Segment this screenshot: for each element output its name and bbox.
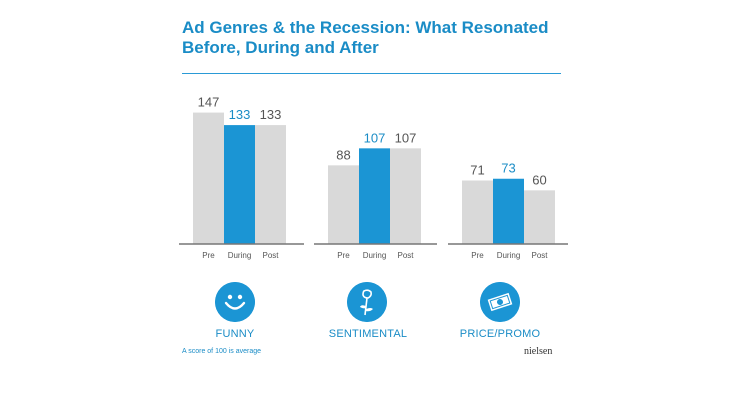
- bar-funny-during: [224, 125, 255, 244]
- value-label-funny-during: 133: [229, 107, 251, 122]
- value-label-price-promo-during: 73: [501, 161, 515, 176]
- bar-price-promo-during: [493, 178, 524, 244]
- category-label-price-promo-pre: Pre: [471, 251, 484, 260]
- genre-label-sentimental: SENTIMENTAL: [328, 328, 408, 340]
- bar-funny-post: [255, 125, 286, 244]
- bar-sentimental-during: [359, 148, 390, 244]
- bar-sentimental-pre: [328, 165, 359, 244]
- bar-price-promo-post: [524, 190, 555, 244]
- chart-title: Ad Genres & the Recession: What Resonate…: [182, 18, 549, 57]
- category-label-sentimental-post: Post: [397, 251, 414, 260]
- rose-icon: [347, 282, 387, 322]
- value-label-price-promo-post: 60: [532, 172, 546, 187]
- category-label-funny-during: During: [228, 251, 252, 260]
- category-label-funny-pre: Pre: [202, 251, 215, 260]
- value-label-funny-post: 133: [260, 107, 282, 122]
- category-label-sentimental-pre: Pre: [337, 251, 350, 260]
- category-label-price-promo-post: Post: [531, 251, 548, 260]
- category-label-sentimental-during: During: [363, 251, 387, 260]
- footnote: A score of 100 is average: [182, 348, 261, 355]
- bar-price-promo-pre: [462, 180, 493, 244]
- brand-logo: nielsen: [524, 346, 553, 357]
- smiley-face-icon: [215, 282, 255, 322]
- value-label-sentimental-during: 107: [364, 130, 386, 145]
- category-label-funny-post: Post: [262, 251, 279, 260]
- bar-funny-pre: [193, 112, 224, 244]
- category-label-price-promo-during: During: [497, 251, 521, 260]
- value-label-funny-pre: 147: [198, 95, 220, 110]
- value-label-sentimental-pre: 88: [336, 147, 350, 162]
- money-bill-icon: [480, 282, 520, 322]
- value-label-price-promo-pre: 71: [470, 163, 484, 178]
- genre-label-price-promo: PRICE/PROMO: [459, 328, 541, 340]
- bar-chart: 147 Pre 133 During 133 Post 88 Pre 107 During 107 P…: [179, 95, 568, 260]
- title-divider: [182, 73, 561, 74]
- value-label-sentimental-post: 107: [395, 130, 417, 145]
- genre-label-funny: FUNNY: [215, 328, 255, 340]
- bar-sentimental-post: [390, 148, 421, 244]
